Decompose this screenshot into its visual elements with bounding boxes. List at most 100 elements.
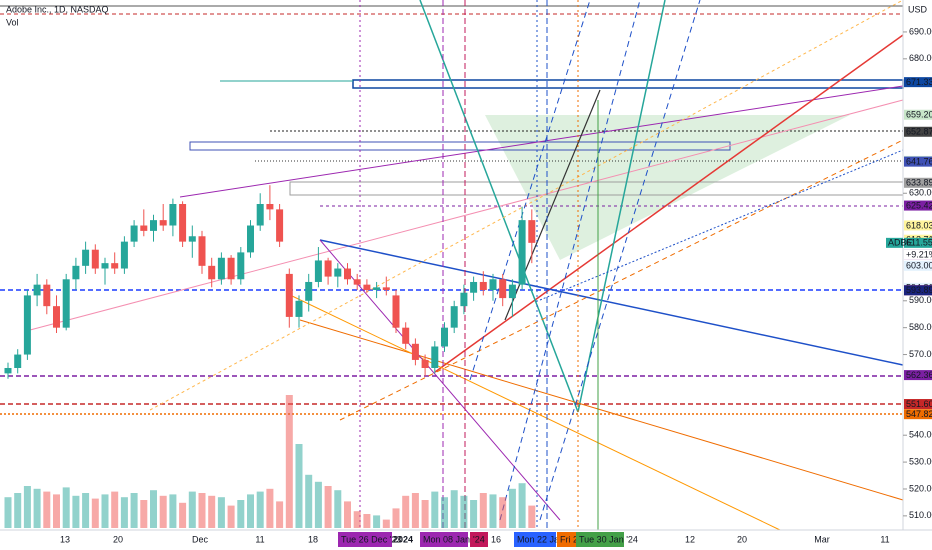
volume-bar [101, 494, 109, 528]
date-tag: Fri 2 [560, 534, 578, 544]
candle-body [111, 263, 119, 269]
candle-body [499, 279, 507, 299]
volume-bar [431, 491, 439, 528]
volume-bar [208, 495, 216, 528]
volume-bar [441, 497, 448, 528]
volume-bar [256, 491, 264, 528]
volume-bar [460, 495, 468, 528]
y-tick-label: 690.00 [909, 26, 932, 36]
x-tick-label: 11 [255, 534, 264, 544]
candle-body [227, 257, 235, 280]
date-tag: Mon 08 Jan '24 [423, 534, 484, 544]
candle-body [43, 284, 51, 307]
volume-bar [421, 500, 429, 528]
volume-bar [402, 495, 410, 528]
candle-body [421, 359, 429, 368]
candle-body [188, 236, 196, 242]
candle-body [508, 284, 516, 299]
candle-body [373, 287, 381, 291]
x-tick-label: 20 [113, 534, 123, 544]
candle-body [266, 204, 274, 210]
volume-bar [140, 500, 148, 528]
volume-bar [324, 486, 332, 528]
candle-body [101, 263, 109, 269]
y-tick-label: 580.00 [909, 322, 932, 332]
candle-body [33, 284, 41, 296]
date-tag-box [470, 532, 488, 547]
candle-body [130, 225, 138, 242]
x-tick-label: Dec [192, 534, 209, 544]
candle-body [23, 295, 31, 355]
candle-body [159, 220, 167, 226]
volume-bar [489, 494, 497, 528]
candle-body [353, 279, 361, 285]
candle-body [276, 209, 284, 242]
candle-body [382, 287, 390, 291]
volume-bar [198, 493, 206, 528]
volume-bar [111, 491, 119, 528]
candle-body [363, 284, 371, 291]
volume-bar [91, 498, 99, 528]
date-tag: '24 [473, 534, 485, 544]
y-tick-label: 520.00 [909, 483, 932, 493]
price-label-box [904, 237, 932, 248]
volume-bar [130, 493, 138, 528]
price-label: 618.03 [906, 220, 932, 230]
candle-body [198, 236, 206, 266]
price-label-box [904, 126, 932, 137]
candle-body [208, 265, 216, 280]
candle-body [53, 306, 60, 328]
date-tag-box [557, 532, 577, 547]
price-label: 633.89 [906, 178, 932, 188]
x-tick-label: 11 [880, 534, 889, 544]
volume-bar [72, 495, 80, 528]
change-label: +9.21% [906, 250, 932, 260]
y-tick-label: 680.00 [909, 53, 932, 63]
candle-body [247, 225, 254, 253]
date-tag-box [576, 532, 624, 547]
candle-body [470, 281, 478, 293]
price-label: 671.33 [906, 77, 932, 87]
price-label: 659.20 [906, 110, 932, 120]
price-label-box [904, 285, 932, 296]
volume-bar [285, 395, 293, 528]
price-label: 652.87 [906, 127, 932, 137]
volume-bar [470, 500, 478, 528]
date-tag-box [514, 532, 556, 547]
candle-body [14, 354, 22, 368]
volume-bar [179, 502, 187, 528]
price-label: 625.42 [906, 200, 932, 210]
volume-bar [314, 481, 322, 528]
date-tag: Tue 26 Dec '23 [341, 534, 401, 544]
volume-bar [82, 493, 90, 528]
volume-bar [227, 505, 235, 528]
volume-bar [334, 490, 342, 528]
x-tick-label: 16 [491, 534, 501, 544]
price-label-box [904, 399, 932, 410]
candle-body [91, 249, 99, 269]
volume-bar [120, 497, 128, 528]
candle-body [441, 327, 448, 347]
candle-body [285, 273, 293, 317]
candle-body [431, 346, 439, 368]
x-tick-label: 20 [737, 534, 747, 544]
volume-bar [266, 488, 274, 528]
volume-bar [217, 497, 225, 528]
symbol-tag-box [886, 237, 903, 248]
candle-body [402, 327, 410, 344]
price-label-box [904, 177, 932, 188]
candle-body [460, 292, 468, 307]
candle-body [217, 257, 225, 280]
candle-body [237, 252, 245, 280]
volume-bar [353, 511, 361, 528]
x-tick-label: 2024 [393, 534, 413, 544]
x-tick-label: 12 [685, 534, 695, 544]
candle-body [179, 204, 187, 242]
candle-body [489, 279, 497, 291]
y-tick-label: 570.00 [909, 349, 932, 359]
price-label: 547.82 [906, 409, 932, 419]
candle-body [140, 225, 148, 231]
price-label: 593.89 [906, 285, 932, 295]
price-label: 551.60 [906, 399, 932, 409]
